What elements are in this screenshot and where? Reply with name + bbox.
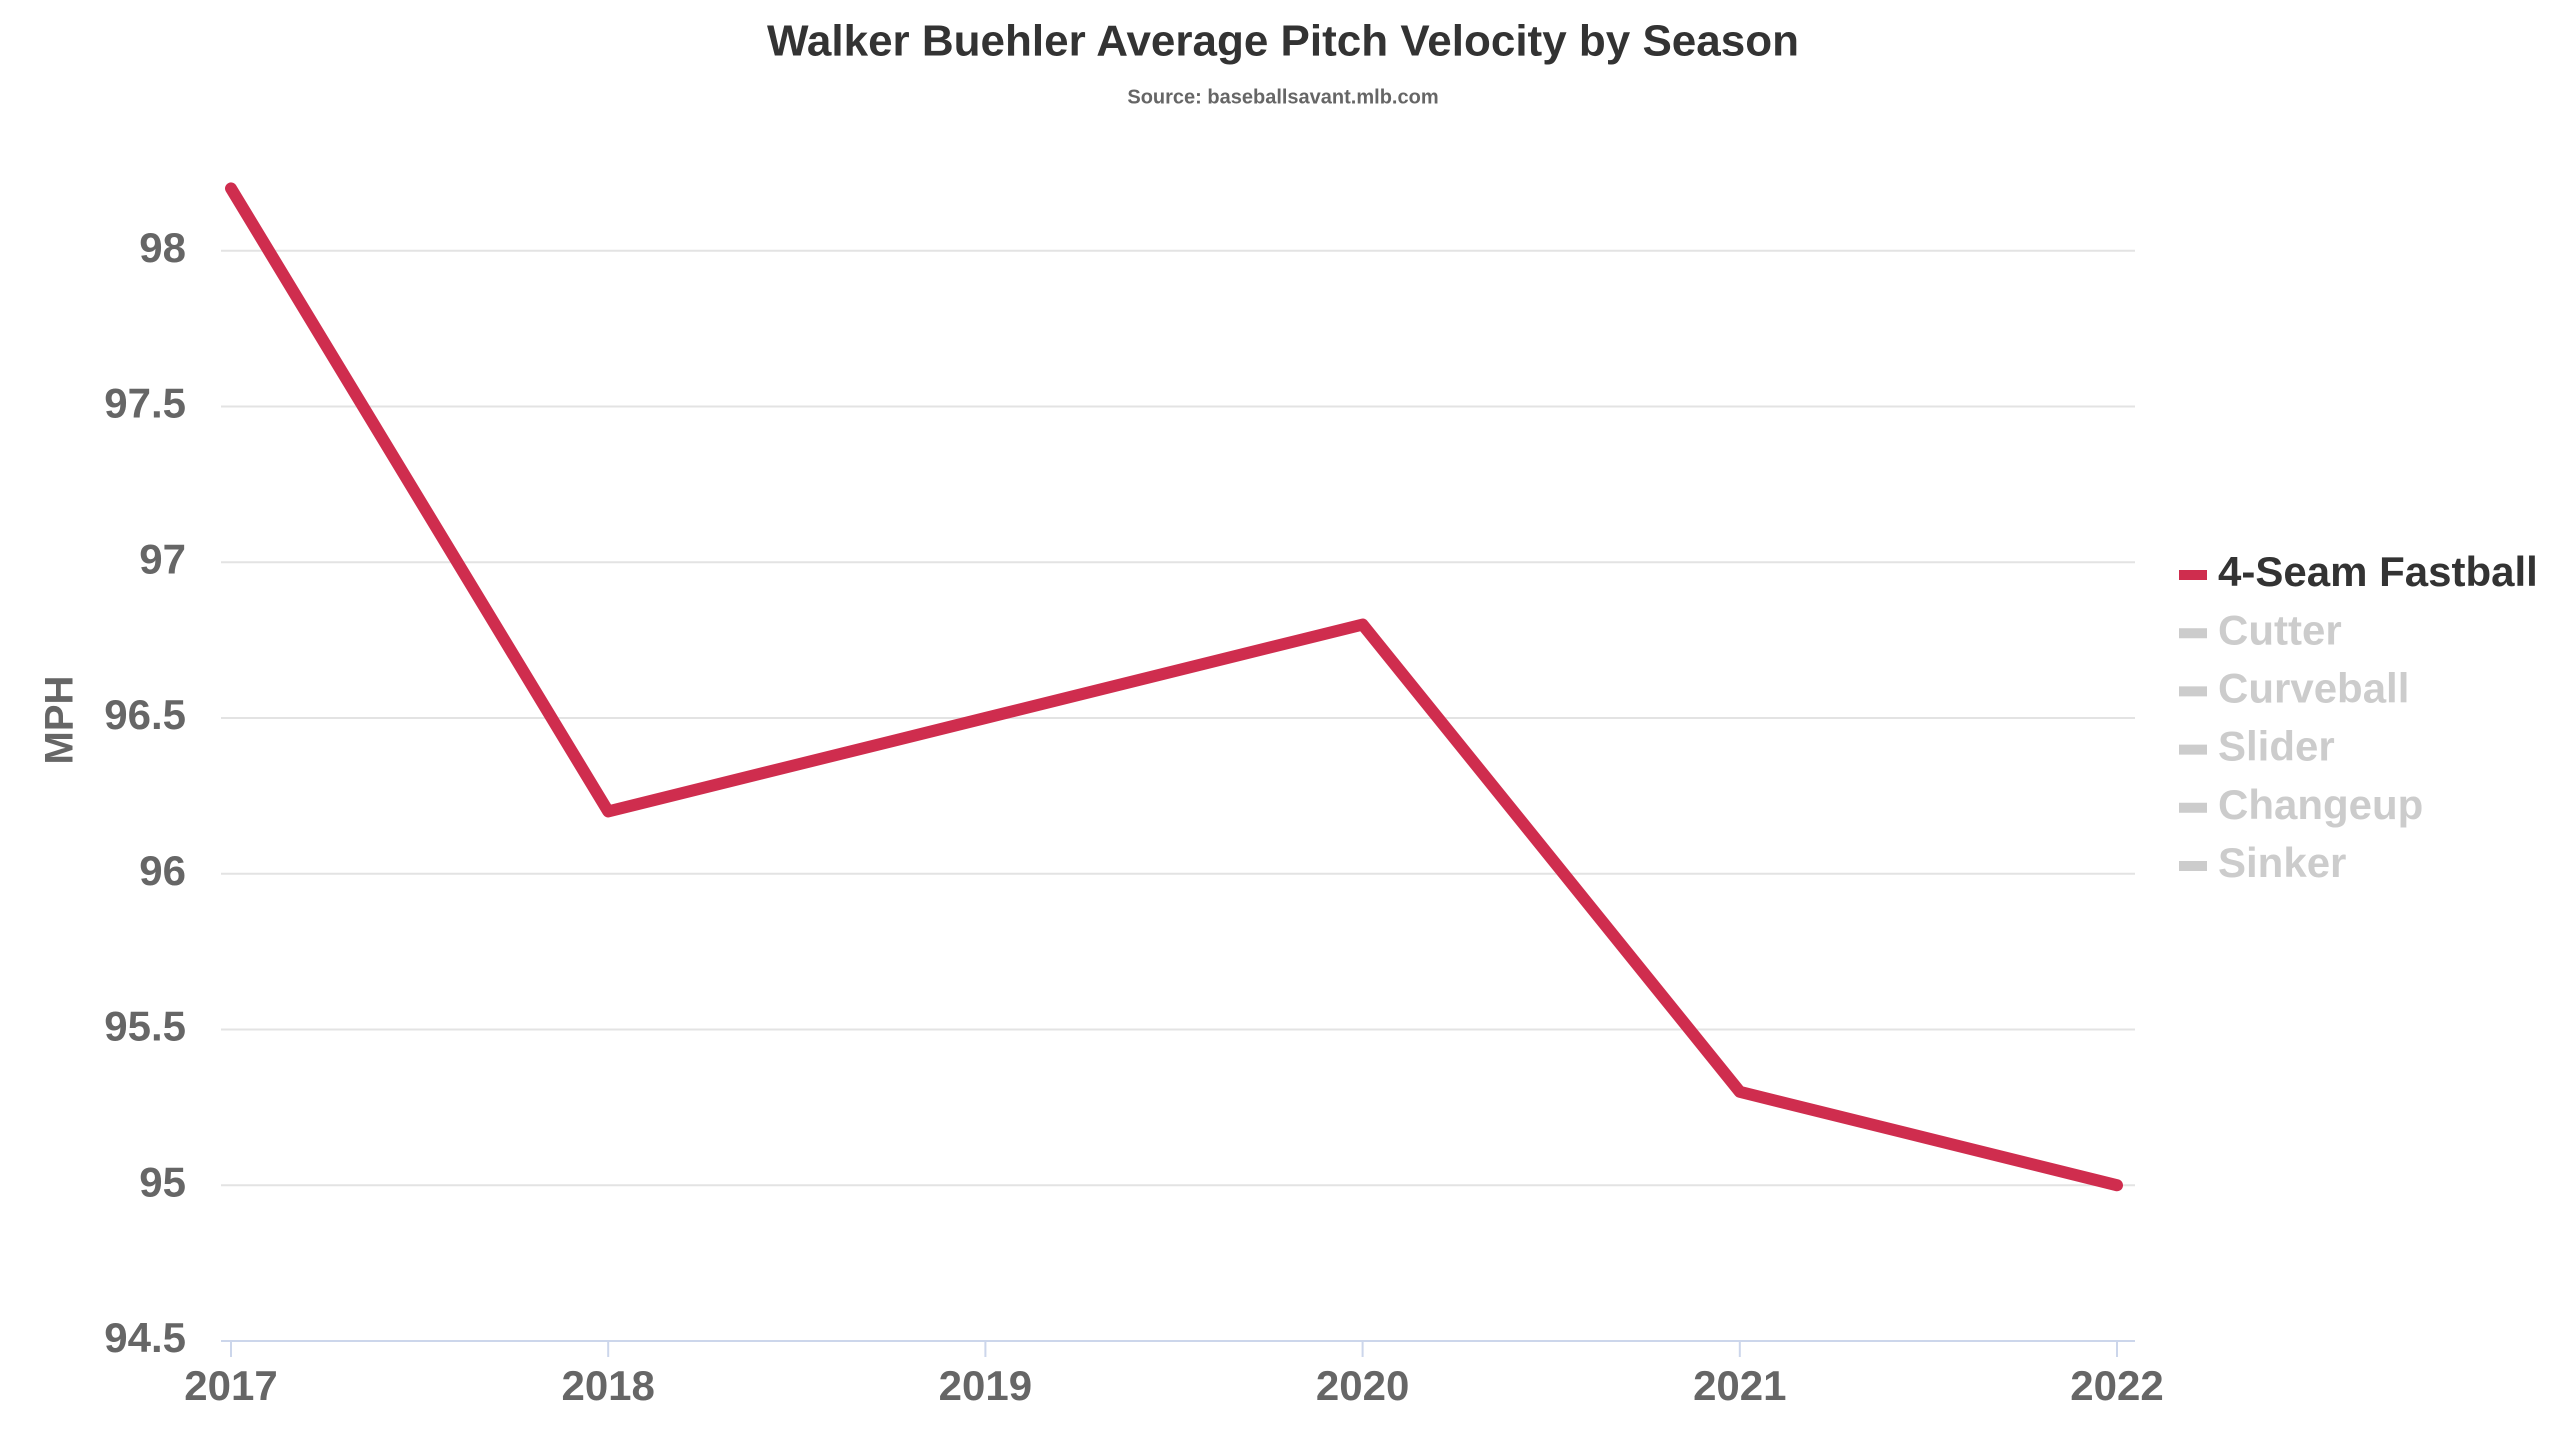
- x-tick-label: 2022: [2070, 1362, 2163, 1409]
- chart-subtitle: Source: baseballsavant.mlb.com: [1127, 86, 1438, 108]
- y-tick-label: 94.5: [104, 1314, 186, 1361]
- legend-label: Sinker: [2218, 839, 2346, 886]
- chart-title: Walker Buehler Average Pitch Velocity by…: [767, 17, 1799, 66]
- y-tick-label: 97: [139, 535, 186, 582]
- legend-label: 4-Seam Fastball: [2218, 548, 2538, 595]
- y-tick-label: 96.5: [104, 691, 186, 738]
- y-tick-label: 97.5: [104, 380, 186, 427]
- x-tick-label: 2021: [1693, 1362, 1786, 1409]
- series-line: [225, 182, 2123, 1192]
- x-tick-label: 2019: [939, 1362, 1032, 1409]
- legend-label: Curveball: [2218, 664, 2409, 711]
- legend-label: Cutter: [2218, 606, 2342, 653]
- x-tick-label: 2020: [1316, 1362, 1409, 1409]
- legend-label: Slider: [2218, 723, 2335, 770]
- x-tick-label: 2018: [561, 1362, 654, 1409]
- x-tick-label: 2017: [184, 1362, 277, 1409]
- y-axis-label: MPH: [38, 676, 82, 765]
- y-tick-label: 95: [139, 1158, 186, 1205]
- y-tick-label: 95.5: [104, 1003, 186, 1050]
- y-tick-label: 98: [139, 224, 186, 271]
- y-tick-label: 96: [139, 847, 186, 894]
- legend-label: Changeup: [2218, 781, 2423, 828]
